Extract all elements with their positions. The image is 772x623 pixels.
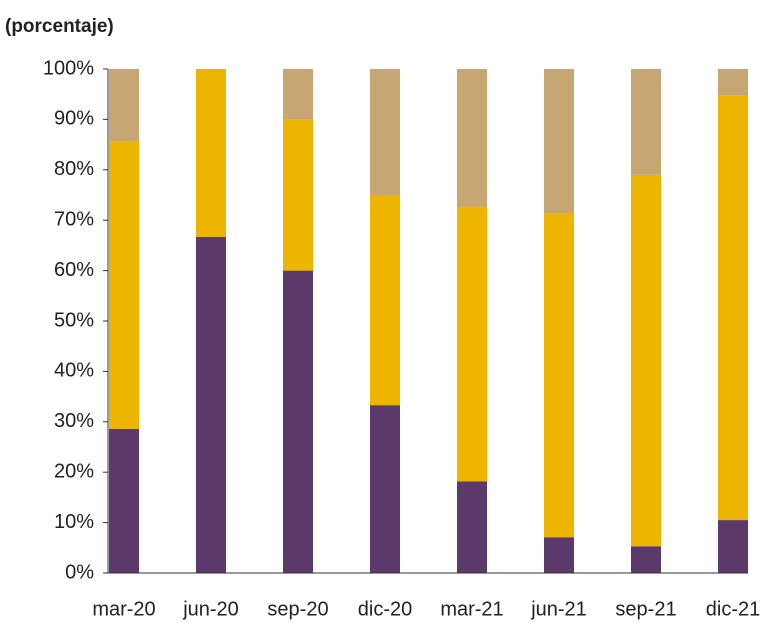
bar-segment bbox=[544, 69, 574, 214]
x-tick-label: mar-20 bbox=[92, 598, 155, 620]
bar-segment bbox=[457, 481, 487, 573]
bar-segment bbox=[196, 69, 226, 237]
bar-segment bbox=[457, 69, 487, 207]
y-tick-label: 80% bbox=[54, 158, 94, 180]
bar-segment bbox=[457, 206, 487, 482]
bar-segment bbox=[283, 69, 313, 120]
y-tick-label: 60% bbox=[54, 259, 94, 281]
bar-segment bbox=[370, 69, 400, 195]
bar-segment bbox=[631, 174, 661, 547]
bar-segment bbox=[631, 546, 661, 573]
x-tick-label: sep-21 bbox=[615, 598, 676, 620]
x-tick-label: mar-21 bbox=[440, 598, 503, 620]
x-tick-label: dic-20 bbox=[358, 598, 412, 620]
bar-segment bbox=[109, 141, 139, 429]
bar-segment bbox=[283, 270, 313, 573]
y-tick-label: 0% bbox=[65, 561, 94, 583]
y-tick-label: 10% bbox=[54, 511, 94, 533]
bar-segment bbox=[544, 213, 574, 538]
y-tick-label: 100% bbox=[43, 57, 94, 79]
bar-segment bbox=[283, 119, 313, 271]
x-tick-label: sep-20 bbox=[267, 598, 328, 620]
y-tick-label: 50% bbox=[54, 309, 94, 331]
bar-segment bbox=[544, 537, 574, 573]
x-tick-label: jun-21 bbox=[530, 598, 587, 620]
bar-segment bbox=[196, 236, 226, 573]
bar-segment bbox=[109, 428, 139, 573]
x-tick-label: dic-21 bbox=[706, 598, 760, 620]
y-tick-label: 20% bbox=[54, 460, 94, 482]
x-tick-label: jun-20 bbox=[182, 598, 239, 620]
y-tick-label: 30% bbox=[54, 410, 94, 432]
y-tick-label: 70% bbox=[54, 208, 94, 230]
y-tick-label: 40% bbox=[54, 360, 94, 382]
bar-segment bbox=[370, 405, 400, 573]
bar-segment bbox=[109, 69, 139, 142]
bar-segment bbox=[718, 69, 748, 96]
chart-title: (porcentaje) bbox=[5, 16, 114, 37]
y-tick-label: 90% bbox=[54, 108, 94, 130]
bar-segment bbox=[370, 195, 400, 406]
bar-segment bbox=[718, 95, 748, 521]
bar-segment bbox=[718, 520, 748, 573]
bar-segment bbox=[631, 69, 661, 175]
